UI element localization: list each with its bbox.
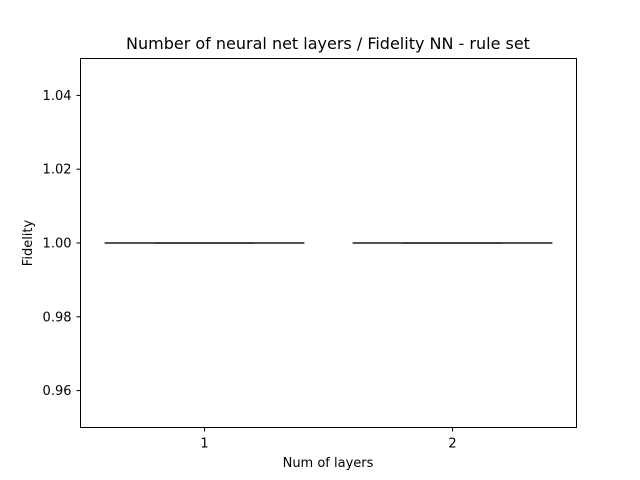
x-axis-label: Num of layers: [283, 456, 374, 471]
chart-title: Number of neural net layers / Fidelity N…: [126, 34, 530, 53]
plot-frame: [80, 58, 577, 428]
y-tick-label: 1.04: [43, 89, 72, 104]
x-tick-label: 1: [200, 437, 208, 452]
y-tick-label: 0.98: [43, 310, 72, 325]
y-tick-label: 0.96: [43, 384, 72, 399]
y-tick-label: 1.00: [43, 237, 72, 252]
y-axis-ticks: 0.96 0.98 1.00 1.02 1.04: [43, 89, 81, 399]
y-tick-label: 1.02: [43, 163, 72, 178]
y-axis-label: Fidelity: [21, 219, 36, 266]
x-tick-label: 2: [448, 437, 456, 452]
